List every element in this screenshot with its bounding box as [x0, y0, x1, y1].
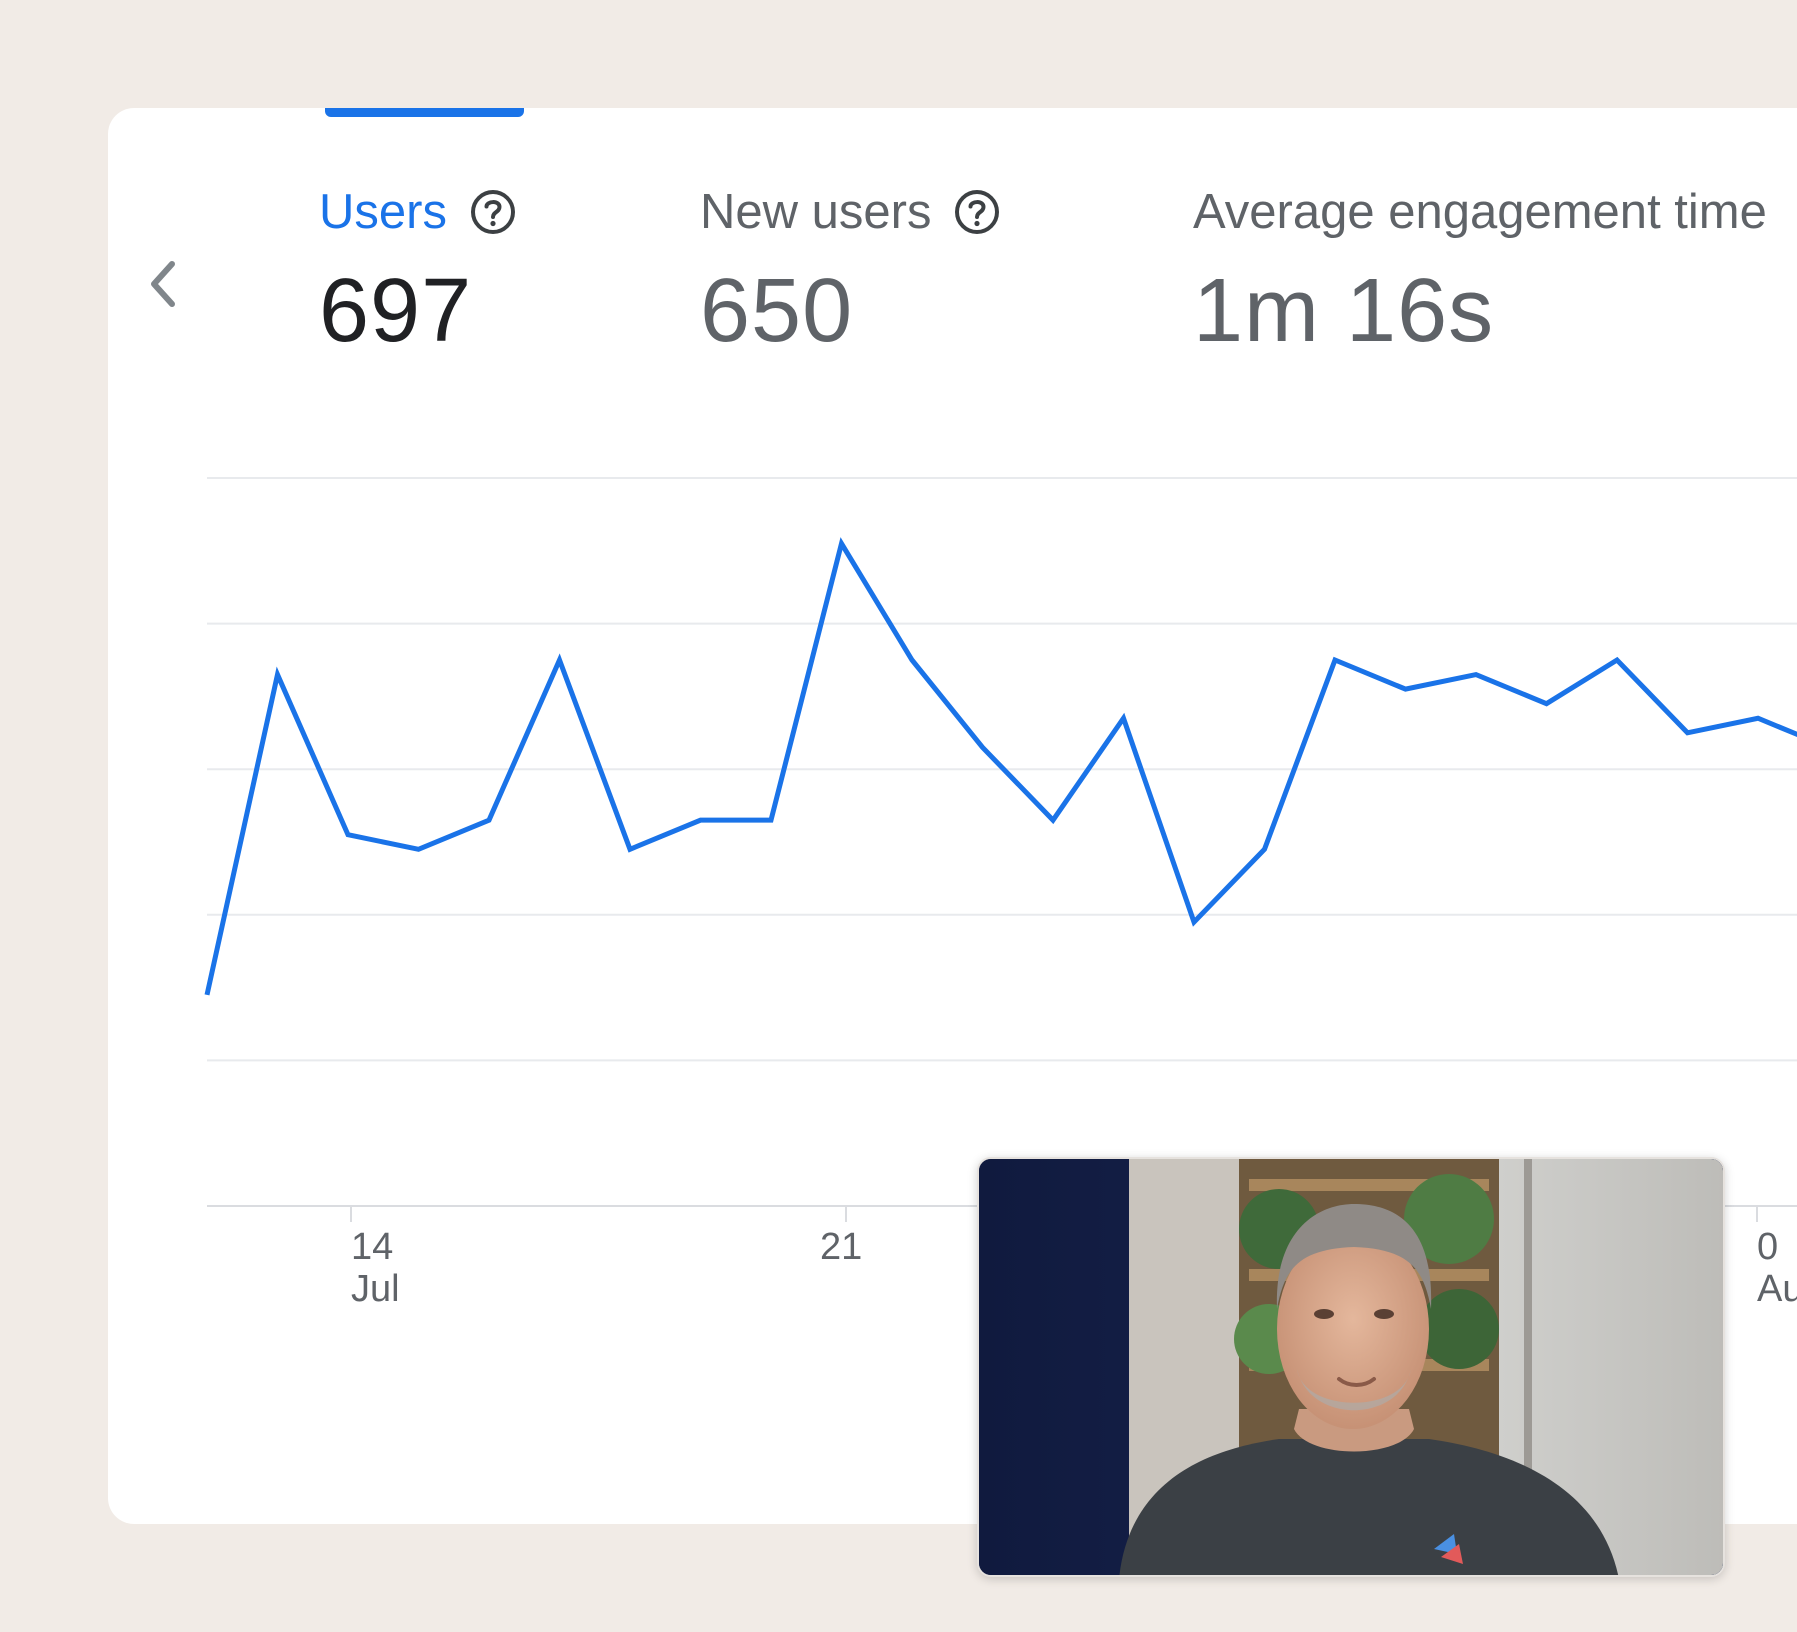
x-tick-month: Au — [1757, 1268, 1797, 1310]
presenter-video[interactable] — [977, 1157, 1725, 1577]
x-tick-day: 14 — [351, 1226, 394, 1268]
x-tick-label: 0 Au — [1757, 1226, 1797, 1310]
metric-label: Users — [319, 185, 447, 239]
help-circle-icon[interactable] — [469, 188, 517, 236]
x-tick-month: Jul — [351, 1268, 400, 1310]
x-tick-day: 21 — [820, 1226, 863, 1268]
metric-users[interactable]: Users 697 — [319, 180, 517, 363]
metric-label: Average engagement time — [1193, 185, 1767, 239]
metric-value: 697 — [319, 261, 473, 361]
x-tick-label: 21 — [820, 1226, 862, 1268]
previous-metrics-button[interactable] — [140, 252, 188, 316]
active-tab-indicator — [325, 108, 524, 117]
x-tick-label: 14 Jul — [351, 1226, 400, 1310]
metric-value: 650 — [700, 261, 854, 361]
metric-value: 1m 16s — [1193, 261, 1495, 361]
metric-label: New users — [700, 185, 932, 239]
metric-average-engagement-time[interactable]: Average engagement time 1m 16s — [1193, 180, 1767, 363]
help-circle-icon[interactable] — [953, 188, 1001, 236]
presenter-webcam-image — [979, 1159, 1723, 1575]
x-tick-day: 0 — [1757, 1226, 1779, 1268]
users-series-line — [204, 537, 1797, 996]
chevron-left-icon — [151, 261, 175, 307]
metric-new-users[interactable]: New users 650 — [700, 180, 1001, 363]
